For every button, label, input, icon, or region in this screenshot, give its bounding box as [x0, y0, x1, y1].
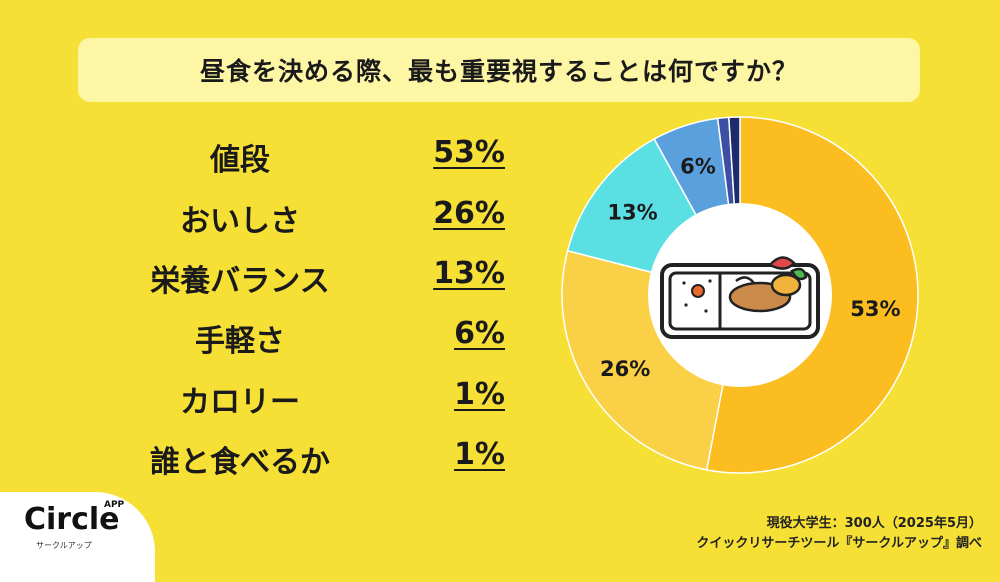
logo-app-badge: APP	[104, 500, 125, 510]
row-value: 1%	[454, 437, 505, 472]
row-label: 栄養バランス	[150, 264, 330, 299]
row-label: カロリー	[180, 385, 300, 420]
donut-chart: 53% 26% 13% 6%	[561, 116, 919, 474]
slice-label: 53%	[850, 297, 900, 321]
row-label: 手軽さ	[195, 324, 285, 359]
row-value: 26%	[433, 196, 505, 231]
bento-box-icon	[660, 256, 820, 339]
row-label: 誰と食べるか	[150, 445, 330, 480]
source-line-2: クイックリサーチツール『サークルアップ』調べ	[696, 536, 982, 551]
circle-logo: Circle	[24, 502, 120, 537]
source-line-1: 現役大学生：300人（2025年5月）	[766, 516, 982, 531]
row-label: 値段	[210, 143, 270, 178]
question-title: 昼食を決める際、最も重要視することは何ですか？	[78, 38, 920, 102]
row-value: 53%	[433, 135, 505, 170]
slice-label: 13%	[607, 201, 657, 225]
row-value: 13%	[433, 256, 505, 291]
slice-label: 26%	[600, 357, 650, 381]
logo-subtitle: サークルアップ	[36, 541, 92, 550]
row-value: 1%	[454, 377, 505, 412]
row-label: おいしさ	[180, 204, 300, 239]
row-value: 6%	[454, 316, 505, 351]
slice-label: 6%	[680, 155, 716, 179]
